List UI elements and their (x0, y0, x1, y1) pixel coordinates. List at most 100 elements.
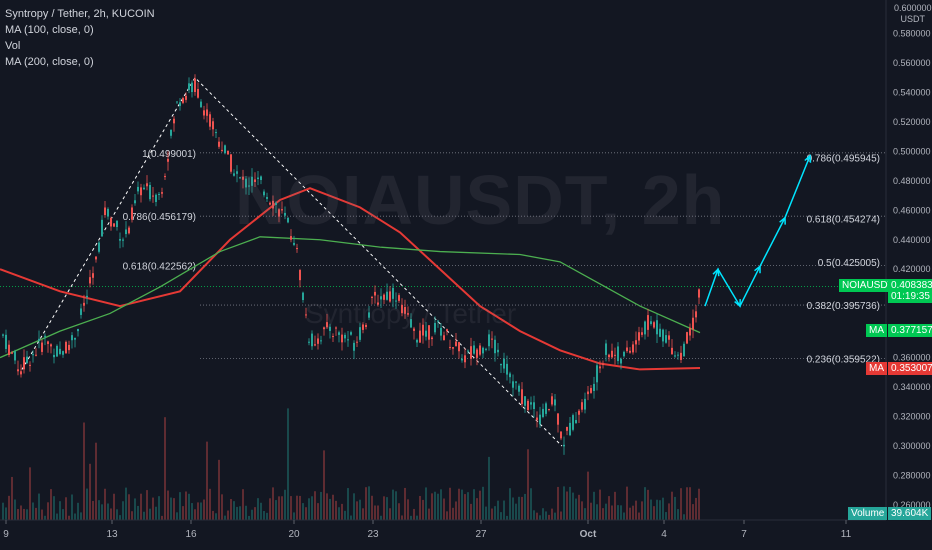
volume-bar (296, 495, 298, 520)
volume-bar (515, 503, 517, 520)
volume-bar (134, 498, 136, 520)
candle-body (686, 332, 688, 344)
legend-ma100[interactable]: MA (100, close, 0) (5, 24, 94, 36)
legend-ma200[interactable]: MA (200, close, 0) (5, 56, 94, 68)
candle-body (536, 417, 538, 421)
time-tick-label: 13 (106, 529, 118, 540)
price-tick-label: 0.540000 (893, 87, 931, 97)
volume-bar (32, 502, 34, 520)
volume-bar (14, 499, 16, 520)
volume-bar (158, 496, 160, 520)
volume-bar (533, 510, 535, 520)
volume-bar (176, 512, 178, 520)
volume-bar (317, 503, 319, 520)
volume-bar (179, 492, 181, 520)
volume-bar (233, 501, 235, 520)
ma200-line (0, 187, 701, 371)
candle-body (308, 341, 310, 343)
candle-body (8, 344, 10, 355)
time-tick-label: 27 (475, 529, 487, 540)
candle-body (527, 400, 529, 411)
volume-bar (365, 487, 367, 520)
candle-body (683, 343, 685, 357)
candle-body (53, 354, 55, 358)
candle-body (11, 352, 13, 354)
volume-bar (56, 513, 58, 520)
candle-body (299, 270, 301, 281)
price-tick-label: 0.480000 (893, 176, 931, 186)
volume-bar (197, 502, 199, 520)
volume-bar (263, 511, 265, 520)
trend-lines (21, 76, 563, 447)
fib-level-label: 0.786(0.495945) (807, 153, 880, 164)
fib-level-label: 0.382(0.395736) (807, 301, 880, 312)
volume-bar (38, 493, 40, 520)
volume-bar (617, 505, 619, 520)
candle-body (134, 200, 136, 204)
volume-bar (215, 513, 217, 520)
volume-bar (326, 493, 328, 520)
volume-bar (302, 503, 304, 520)
candle-body (440, 327, 442, 336)
candle-body (143, 187, 145, 190)
volume-bar (224, 515, 226, 520)
volume-bar (335, 500, 337, 520)
candle-body (101, 219, 103, 237)
ma200-path (0, 187, 701, 371)
candle-body (443, 335, 445, 341)
candle-body (485, 348, 487, 350)
candle-body (533, 402, 535, 410)
volume-bar (260, 502, 262, 520)
candle-body (107, 208, 109, 217)
fib-level-label: 1(0.499001) (142, 149, 196, 160)
legend-vol[interactable]: Vol (5, 40, 21, 52)
volume-bar (341, 503, 343, 520)
volume-bar (656, 499, 658, 520)
volume-bar (644, 487, 646, 520)
volume-bar (485, 506, 487, 520)
candle-body (473, 345, 475, 354)
volume-bar (530, 488, 532, 520)
volume-bar (425, 487, 427, 520)
candle-body (35, 354, 37, 356)
candle-body (38, 338, 40, 341)
candle-body (335, 327, 337, 329)
candle-body (260, 176, 262, 181)
candle-body (239, 177, 241, 179)
volume-bar (314, 491, 316, 520)
volume-bar (464, 494, 466, 520)
candle-body (320, 340, 322, 342)
candle-body (173, 118, 175, 124)
candle-body (695, 311, 697, 318)
volume-bar (443, 498, 445, 520)
volume-bar (8, 495, 10, 520)
volume-bar (446, 511, 448, 520)
candle-body (44, 335, 46, 337)
chart-legend: Syntropy / Tether, 2h, KUCOIN MA (100, c… (5, 6, 155, 70)
price-tag-countdown: 01:19:35 (891, 291, 930, 302)
candle-body (245, 178, 247, 188)
candle-body (98, 242, 100, 252)
candle-body (179, 102, 181, 106)
ma100-line (0, 236, 701, 359)
volume-bar (518, 496, 520, 520)
candle-body (557, 413, 559, 425)
ma100-path (0, 236, 701, 359)
volume-bar (563, 486, 565, 520)
volume-bar (623, 512, 625, 520)
legend-title[interactable]: Syntropy / Tether, 2h, KUCOIN (5, 8, 155, 20)
candle-body (140, 187, 142, 196)
candle-body (650, 321, 652, 324)
volume-bar (632, 505, 634, 520)
fib-trend-line (21, 76, 563, 447)
volume-bar (86, 488, 88, 520)
volume-bar (59, 501, 61, 520)
candle-body (68, 344, 70, 351)
candle-body (497, 349, 499, 353)
volume-bar (620, 505, 622, 520)
price-tick-label: 0.280000 (893, 471, 931, 481)
price-tick-label: 0.420000 (893, 264, 931, 274)
candle-body (404, 307, 406, 314)
candle-body (182, 98, 184, 103)
